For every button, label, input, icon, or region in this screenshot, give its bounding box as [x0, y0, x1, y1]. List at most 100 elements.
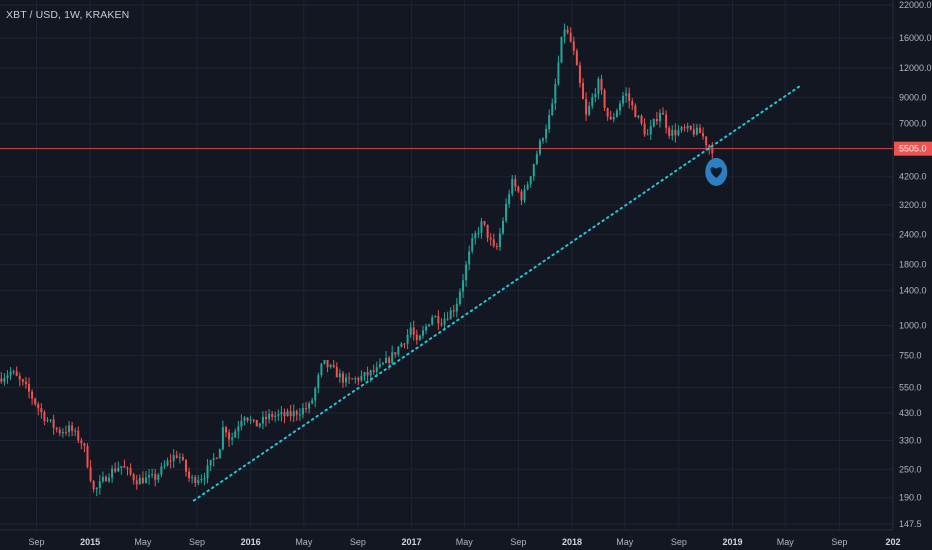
candle-body [609, 116, 612, 120]
candle-body [406, 334, 409, 344]
candle-body [695, 127, 698, 135]
candle-body [221, 427, 224, 450]
candle-body [640, 115, 643, 124]
x-tick-label: Sep [28, 537, 44, 547]
candle-body [618, 103, 621, 111]
candle-body [480, 221, 483, 233]
x-tick-label: Sep [189, 537, 205, 547]
candle-body [77, 430, 80, 441]
candle-body [458, 291, 461, 304]
candle-body [394, 352, 397, 355]
candle-body [668, 127, 671, 136]
heart-icon [710, 167, 722, 178]
candle-body [108, 477, 111, 482]
candle-body [329, 364, 332, 368]
candle-body [317, 375, 320, 389]
candle-body [535, 153, 538, 165]
candle-body [662, 112, 665, 115]
candle-body [563, 29, 566, 37]
candle-body [680, 127, 683, 131]
candle-body [154, 474, 157, 480]
candle-body [603, 90, 606, 108]
candle-body [163, 465, 166, 467]
candle-body [341, 373, 344, 383]
candle-body [311, 400, 314, 404]
candle-body [271, 413, 274, 417]
candle-body [326, 359, 329, 368]
candle-body [206, 465, 209, 479]
x-tick-label: 2019 [722, 537, 742, 547]
candle-body [55, 427, 58, 430]
candle-body [252, 419, 255, 421]
y-tick-label: 430.0 [899, 408, 922, 418]
x-tick-label: 2015 [80, 537, 100, 547]
candle-body [258, 423, 261, 427]
candle-body [591, 97, 594, 106]
candle-body [129, 468, 132, 475]
candle-body [314, 388, 317, 401]
candle-body [677, 130, 680, 136]
candle-body [166, 460, 169, 466]
candle-body [64, 431, 67, 433]
candle-body [403, 343, 406, 345]
y-tick-label: 250.0 [899, 464, 922, 474]
candle-body [49, 419, 52, 421]
candle-body [80, 440, 83, 444]
candle-body [218, 449, 221, 459]
candle-body [655, 118, 658, 122]
candle-body [431, 317, 434, 325]
y-tick-label: 550.0 [899, 383, 922, 393]
candle-body [474, 233, 477, 239]
candle-body [68, 425, 71, 433]
candle-body [169, 460, 172, 462]
candle-body [363, 372, 366, 376]
candle-body [58, 429, 61, 434]
y-tick-label: 1800.0 [899, 260, 927, 270]
candle-body [31, 391, 34, 399]
candle-body [123, 466, 126, 468]
candle-body [277, 413, 280, 416]
candle-body [409, 327, 412, 335]
candle-body [566, 29, 569, 33]
candle-body [557, 62, 560, 84]
candle-body [28, 384, 31, 392]
candle-body [538, 140, 541, 154]
candle-body [486, 224, 489, 238]
candle-body [274, 415, 277, 417]
candle-body [138, 477, 141, 485]
candle-body [345, 377, 348, 383]
candle-body [425, 326, 428, 331]
candle-body [631, 101, 634, 106]
candle-body [191, 477, 194, 479]
x-tick-label: 2017 [402, 537, 422, 547]
x-tick-label: 2018 [562, 537, 582, 547]
overlay: 5505.0 [0, 85, 932, 502]
candle-body [144, 477, 147, 484]
candle-body [126, 467, 129, 469]
candle-body [104, 476, 107, 482]
candle-body [224, 427, 227, 433]
x-tick-label: May [134, 537, 152, 547]
y-tick-label: 330.0 [899, 435, 922, 445]
y-tick-label: 4200.0 [899, 172, 927, 182]
candle-body [517, 186, 520, 192]
candle-body [594, 94, 597, 98]
candle-body [443, 318, 446, 325]
candle-body [508, 194, 511, 204]
candle-body [243, 417, 246, 421]
candle-body [231, 437, 234, 440]
candle-body [160, 466, 163, 475]
candle-body [421, 330, 424, 336]
candle-body [658, 112, 661, 122]
candle-body [689, 125, 692, 130]
candle-body [12, 371, 15, 373]
candle-body [141, 477, 144, 484]
candle-body [686, 125, 689, 129]
candle-body [111, 468, 114, 478]
candle-body [320, 363, 323, 376]
candle-body [357, 378, 360, 381]
candle-body [646, 134, 649, 136]
candle-body [249, 419, 252, 421]
